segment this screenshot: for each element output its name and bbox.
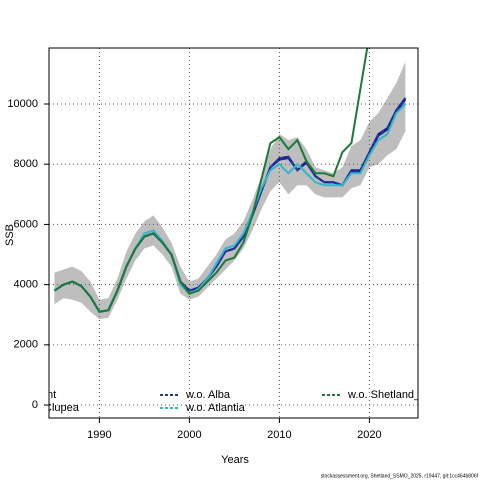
footer: stockassessment.org, Shetland_SSMO_2025,…: [321, 473, 479, 479]
legend-label: nt: [47, 389, 56, 401]
y-tick-label: 10000: [7, 98, 38, 110]
x-tick-label: 2000: [177, 429, 201, 441]
series-line: [53, 48, 369, 313]
legend-label: w.o. Shetland_I: [347, 389, 423, 401]
x-tick-label: 2010: [267, 429, 291, 441]
y-tick-label: 4000: [14, 279, 38, 291]
y-tick-label: 6000: [14, 218, 38, 230]
legend-label: Clupea: [44, 402, 80, 414]
y-tick-label: 8000: [14, 158, 38, 170]
x-tick-label: 2020: [357, 429, 381, 441]
confidence-band: [54, 61, 406, 320]
plot-frame: [48, 47, 419, 419]
y-tick-label: 0: [32, 399, 38, 411]
legend-label: w.o. Atlantia: [185, 402, 246, 414]
y-tick-label: 2000: [14, 339, 38, 351]
x-axis-label: Years: [221, 454, 249, 466]
legend-label: w.o. Alba: [185, 389, 231, 401]
x-tick-label: 1990: [87, 429, 111, 441]
y-axis-label: SSB: [4, 224, 16, 246]
plot-area: [49, 48, 418, 418]
